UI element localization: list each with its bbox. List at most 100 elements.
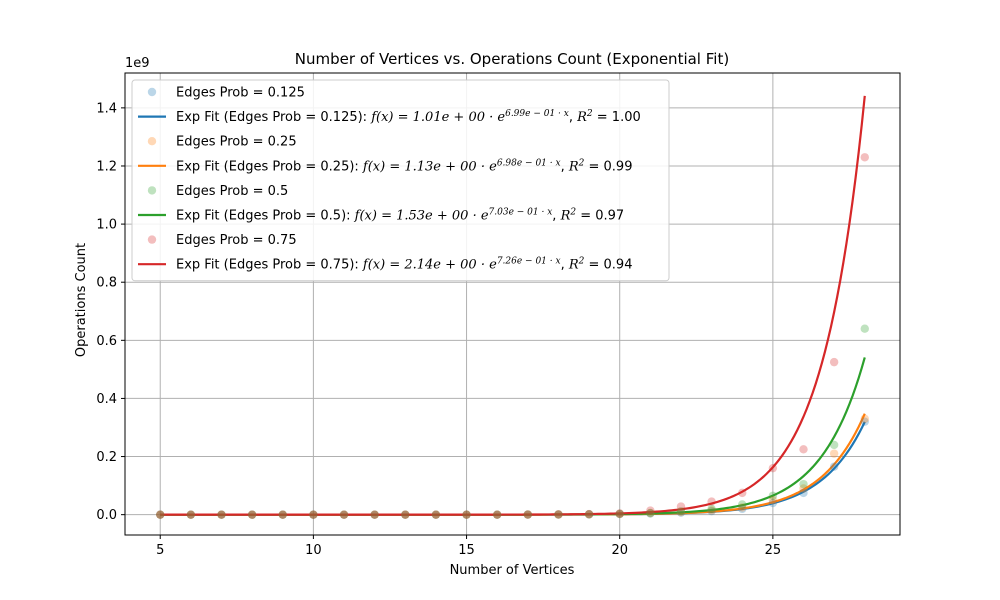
data-point: [247, 510, 257, 519]
data-point: [646, 509, 655, 518]
legend-marker: [147, 137, 157, 146]
data-point: [278, 510, 287, 519]
data-point: [156, 510, 165, 519]
data-point: [523, 510, 533, 519]
data-point: [339, 510, 349, 519]
data-point: [462, 510, 471, 519]
legend-marker: [147, 186, 157, 195]
superscript: 2: [569, 208, 576, 218]
data-point: [247, 510, 257, 519]
superscript: 6.99e − 01 · x: [505, 109, 569, 119]
data-point: [186, 510, 196, 519]
data-point: [829, 462, 839, 471]
y-tick-label: 0.0: [96, 508, 117, 523]
data-point: [738, 488, 747, 498]
data-point: [676, 508, 686, 517]
data-point: [370, 510, 379, 519]
superscript: 6.98e − 01 · x: [497, 158, 561, 168]
data-point: [707, 504, 716, 514]
superscript: 2: [578, 257, 585, 267]
y-scale-label: 1e9: [125, 56, 150, 71]
data-point: [186, 510, 196, 519]
y-tick-label: 0.6: [96, 334, 117, 349]
data-point: [646, 506, 655, 515]
data-point: [799, 445, 808, 454]
data-point: [370, 510, 379, 519]
data-point: [217, 510, 226, 519]
data-point: [462, 510, 471, 519]
data-point: [492, 510, 502, 519]
fit-curve: [160, 95, 866, 516]
x-tick-label: 15: [458, 543, 475, 558]
data-point: [860, 417, 869, 426]
y-tick-label: 1.4: [96, 101, 117, 116]
superscript: 7.26e − 01 · x: [497, 257, 561, 267]
data-point: [523, 510, 533, 519]
data-point: [738, 503, 747, 512]
data-point: [492, 510, 502, 519]
data-point: [186, 510, 196, 519]
data-point: [707, 506, 716, 516]
data-point: [309, 510, 318, 519]
chart-title: Number of Vertices vs. Operations Count …: [295, 50, 729, 68]
data-point: [431, 510, 441, 519]
data-point: [523, 510, 533, 519]
data-point: [309, 510, 318, 519]
data-point: [799, 479, 808, 489]
data-point: [401, 510, 410, 519]
y-tick-label: 0.4: [96, 392, 117, 407]
data-point: [584, 510, 594, 519]
y-tick-label: 1.2: [96, 159, 117, 174]
superscript: 2: [578, 158, 585, 168]
data-point: [156, 510, 165, 519]
data-point: [799, 484, 808, 493]
data-point: [339, 510, 349, 519]
data-point: [738, 504, 747, 514]
data-point: [707, 506, 716, 515]
legend-marker: [147, 87, 157, 97]
fit-curves: [160, 95, 866, 516]
data-point: [676, 507, 686, 517]
data-point: [156, 510, 165, 519]
x-tick-label: 25: [765, 543, 782, 558]
data-point: [339, 510, 349, 519]
fit-curve: [160, 413, 866, 516]
legend-label: Edges Prob = 0.5: [176, 184, 288, 199]
y-tick-label: 1.0: [96, 218, 117, 233]
data-point: [707, 497, 716, 506]
legend-label: Edges Prob = 0.25: [176, 135, 297, 150]
legend-label: Edges Prob = 0.75: [176, 233, 297, 248]
data-point: [309, 510, 318, 519]
superscript: 2: [586, 109, 593, 119]
data-point: [401, 510, 410, 519]
data-point: [829, 449, 839, 458]
data-point: [554, 510, 563, 519]
data-point: [768, 495, 778, 505]
data-point: [278, 510, 287, 519]
data-point: [309, 510, 318, 519]
data-point: [462, 510, 471, 519]
plot-area-frame: [124, 72, 901, 536]
data-point: [768, 498, 778, 508]
data-point: [676, 502, 686, 511]
legend-box: [131, 79, 670, 282]
data-point: [431, 510, 441, 519]
data-point: [829, 440, 839, 450]
data-point: [370, 510, 379, 519]
data-point: [646, 509, 655, 518]
data-point: [615, 509, 624, 519]
data-point: [584, 510, 594, 519]
data-point: [615, 509, 624, 518]
data-point: [738, 500, 747, 509]
legend-label: Exp Fit (Edges Prob = 0.75): f(x) = 2.14…: [176, 257, 632, 273]
data-point: [431, 510, 441, 519]
legend-label: Exp Fit (Edges Prob = 0.25): f(x) = 1.13…: [176, 158, 632, 174]
data-point: [554, 510, 563, 519]
axis-ticks: 5 10 15 20 25 0.0 0.2 0.4 0.6 0.8 1.0 1.2 1.4: [96, 101, 781, 558]
legend: Edges Prob = 0.125 Exp Fit (Edges Prob = …: [131, 79, 670, 282]
y-axis-label: Operations Count: [74, 243, 89, 357]
data-point: [860, 414, 869, 423]
data-point: [492, 510, 502, 519]
data-point: [523, 510, 533, 519]
